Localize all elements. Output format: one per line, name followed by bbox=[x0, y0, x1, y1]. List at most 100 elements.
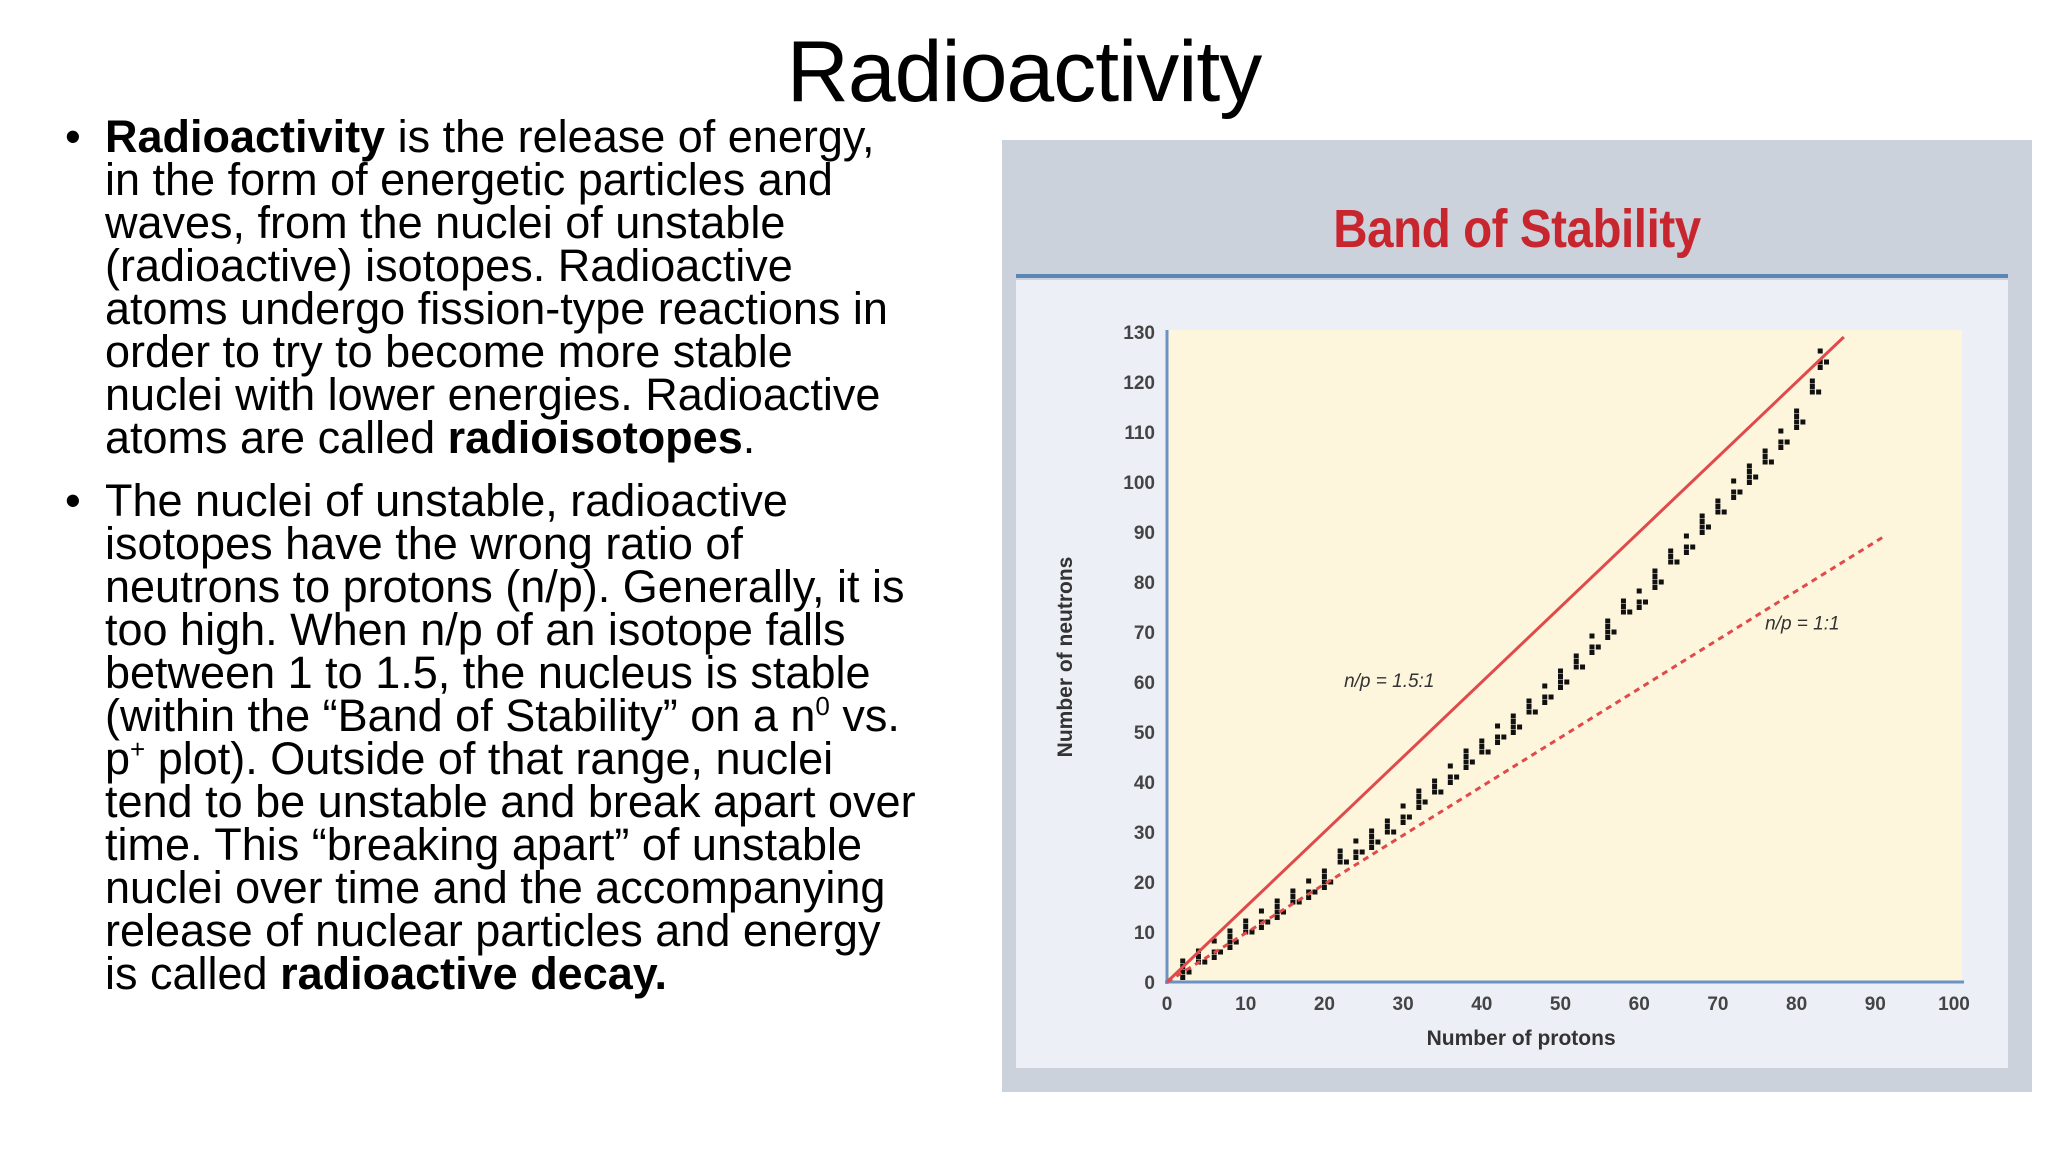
term-radioactive-decay: radioactive decay. bbox=[280, 948, 667, 999]
stable-isotope-point bbox=[1817, 348, 1823, 354]
bullet-list: • Radioactivity is the release of energy… bbox=[60, 114, 920, 1015]
stable-isotope-point bbox=[1652, 579, 1658, 585]
term-radioactivity: Radioactivity bbox=[105, 111, 386, 162]
x-tick-label: 10 bbox=[1235, 994, 1256, 1015]
stable-isotope-point bbox=[1369, 839, 1375, 845]
stable-isotope-point bbox=[1794, 414, 1800, 419]
stable-isotope-point bbox=[1580, 664, 1586, 670]
bullet-marker: • bbox=[65, 475, 81, 526]
stable-isotope-point bbox=[1258, 908, 1264, 914]
stable-isotope-point bbox=[1290, 894, 1296, 899]
stable-isotope-point bbox=[1605, 624, 1611, 629]
stable-isotope-point bbox=[1306, 889, 1312, 895]
stable-isotope-point bbox=[1636, 605, 1642, 610]
y-tick-label: 120 bbox=[1123, 373, 1155, 394]
stable-isotope-point bbox=[1642, 599, 1648, 605]
stable-isotope-point bbox=[1280, 909, 1286, 915]
stable-isotope-point bbox=[1816, 389, 1822, 395]
stable-isotope-point bbox=[1321, 885, 1327, 890]
stable-isotope-point bbox=[1384, 824, 1390, 829]
stable-isotope-point bbox=[1343, 859, 1349, 865]
stable-isotope-point bbox=[1652, 568, 1658, 574]
stable-isotope-point bbox=[1620, 598, 1626, 604]
y-tick-label: 80 bbox=[1134, 573, 1155, 594]
stable-isotope-point bbox=[1620, 609, 1626, 615]
x-tick-label: 60 bbox=[1629, 994, 1650, 1015]
stable-isotope-point bbox=[1746, 469, 1752, 474]
stable-isotope-point bbox=[1652, 574, 1658, 579]
stable-isotope-point bbox=[1542, 683, 1548, 689]
stable-isotope-point bbox=[1746, 474, 1752, 480]
stable-isotope-point bbox=[1337, 859, 1343, 865]
stable-isotope-point bbox=[1227, 945, 1233, 950]
stable-isotope-point bbox=[1721, 509, 1727, 515]
stable-isotope-point bbox=[1683, 533, 1689, 539]
stable-isotope-point bbox=[1548, 694, 1554, 700]
stable-isotope-point bbox=[1463, 754, 1469, 759]
stable-isotope-point bbox=[1243, 918, 1249, 924]
stable-isotope-point bbox=[1699, 524, 1705, 530]
stable-isotope-point bbox=[1337, 854, 1343, 859]
stable-isotope-point bbox=[1715, 504, 1721, 509]
stable-isotope-point bbox=[1359, 849, 1365, 855]
stable-isotope-point bbox=[1180, 958, 1186, 964]
bullet2-text-1: The nuclei of unstable, radioactive isot… bbox=[105, 475, 905, 741]
stable-isotope-point bbox=[1447, 774, 1453, 780]
stable-isotope-point bbox=[1746, 480, 1752, 485]
stable-isotope-point bbox=[1573, 659, 1579, 664]
stable-isotope-point bbox=[1794, 408, 1800, 414]
stable-isotope-point bbox=[1227, 934, 1233, 939]
stable-isotope-point bbox=[1731, 495, 1737, 500]
stable-isotope-point bbox=[1658, 579, 1664, 585]
stable-isotope-point bbox=[1447, 763, 1453, 769]
stable-isotope-point bbox=[1211, 938, 1217, 944]
stable-isotope-point bbox=[1290, 899, 1296, 905]
stable-isotope-point bbox=[1699, 519, 1705, 524]
stable-isotope-point bbox=[1762, 454, 1768, 459]
stable-isotope-point bbox=[1180, 975, 1186, 980]
stable-isotope-point bbox=[1817, 359, 1823, 365]
stable-isotope-point bbox=[1195, 954, 1201, 959]
slide-title: Radioactivity bbox=[786, 24, 1263, 120]
stable-isotope-point bbox=[1668, 559, 1674, 565]
stable-isotope-point bbox=[1715, 498, 1721, 504]
stable-isotope-point bbox=[1495, 740, 1501, 745]
stable-isotope-point bbox=[1463, 748, 1469, 754]
stable-isotope-point bbox=[1274, 909, 1280, 915]
bullet1-end: . bbox=[742, 412, 756, 463]
bullet1-text: is the release of energy, in the form of… bbox=[105, 111, 888, 463]
stable-isotope-point bbox=[1715, 509, 1721, 515]
stable-isotope-point bbox=[1620, 604, 1626, 609]
stable-isotope-point bbox=[1306, 878, 1312, 884]
stable-isotope-point bbox=[1180, 969, 1186, 975]
stable-isotope-point bbox=[1573, 664, 1579, 670]
y-tick-label: 40 bbox=[1134, 773, 1155, 794]
stable-isotope-point bbox=[1353, 849, 1359, 855]
stable-isotope-point bbox=[1274, 915, 1280, 920]
stable-isotope-point bbox=[1542, 694, 1548, 700]
stable-isotope-point bbox=[1589, 644, 1595, 650]
plot-background bbox=[1167, 330, 1962, 982]
stable-isotope-point bbox=[1406, 814, 1412, 820]
stable-isotope-point bbox=[1432, 778, 1438, 784]
bullet-item-nuclei: • The nuclei of unstable, radioactive is… bbox=[60, 475, 920, 996]
stable-isotope-point bbox=[1510, 724, 1516, 730]
x-tick-label: 90 bbox=[1865, 994, 1886, 1015]
stable-isotope-point bbox=[1416, 794, 1422, 799]
stable-isotope-point bbox=[1668, 554, 1674, 559]
stable-isotope-point bbox=[1353, 838, 1359, 844]
stable-isotope-point bbox=[1321, 879, 1327, 885]
stable-isotope-point bbox=[1794, 425, 1800, 430]
chart-title: Band of Stability bbox=[1333, 199, 1701, 259]
x-tick-label: 0 bbox=[1162, 994, 1173, 1015]
stable-isotope-point bbox=[1690, 544, 1696, 550]
stable-isotope-point bbox=[1595, 644, 1601, 650]
x-tick-label: 40 bbox=[1471, 994, 1492, 1015]
y-tick-label: 0 bbox=[1144, 973, 1155, 994]
stable-isotope-point bbox=[1400, 814, 1406, 820]
x-tick-label: 70 bbox=[1707, 994, 1728, 1015]
stable-isotope-point bbox=[1510, 730, 1516, 735]
stable-isotope-point bbox=[1542, 700, 1548, 705]
stable-isotope-point bbox=[1469, 759, 1475, 765]
stable-isotope-point bbox=[1290, 888, 1296, 894]
